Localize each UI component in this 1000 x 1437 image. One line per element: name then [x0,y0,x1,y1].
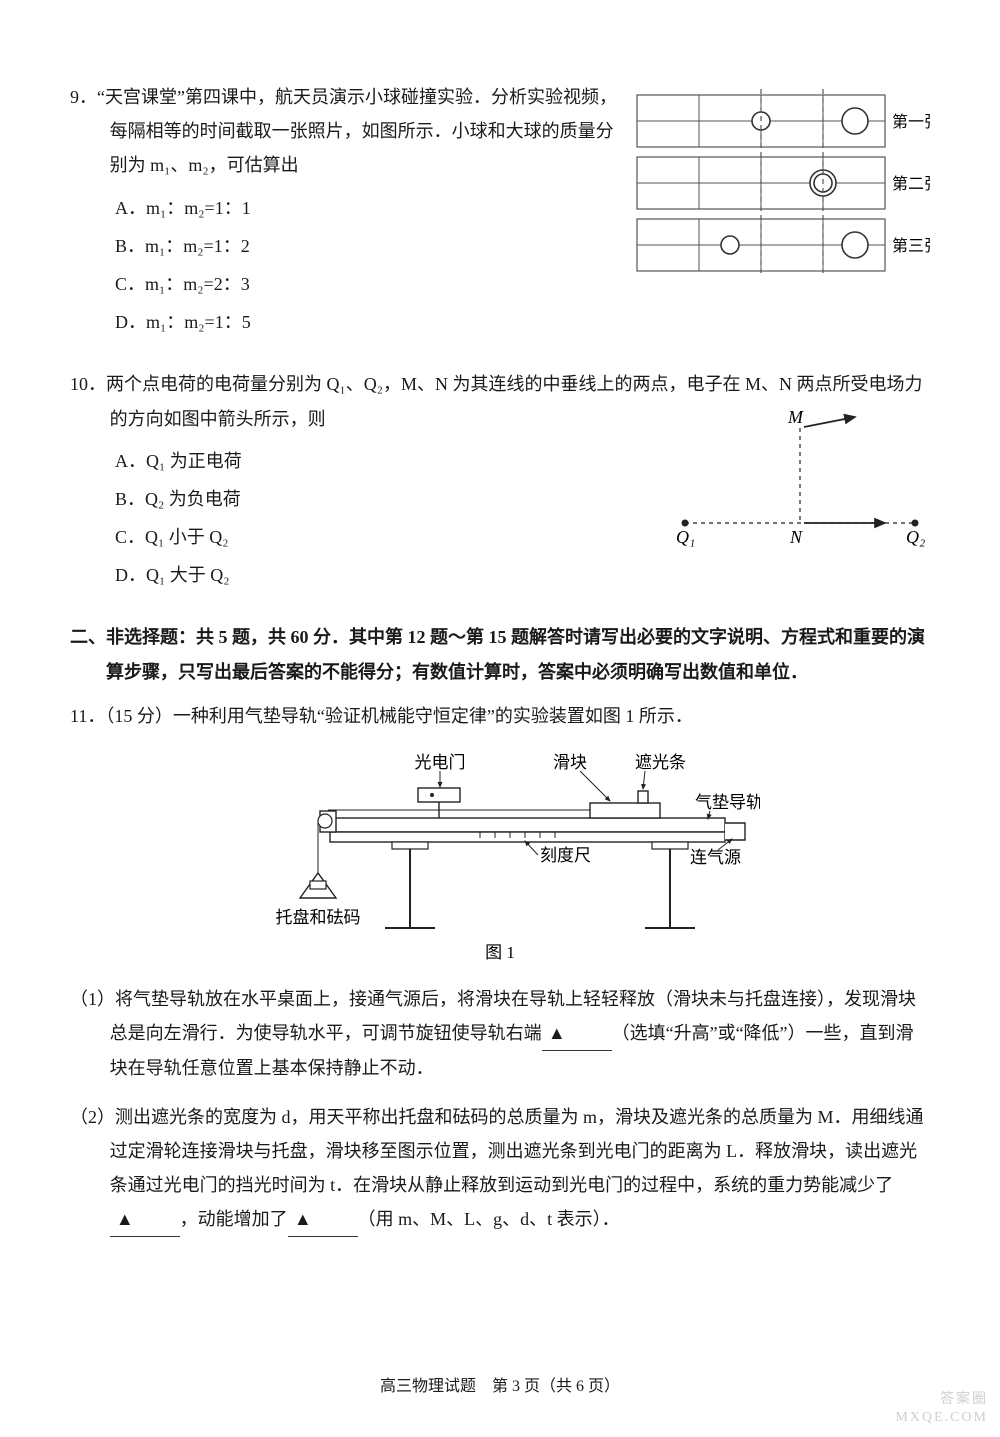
q9-figure: 第一张 第二张 第三张 [630,85,930,286]
q11-part2-blank1[interactable]: ▲ [110,1202,180,1237]
lbl-airtrack: 气垫导轨 [695,793,760,812]
lbl-photogate: 光电门 [415,753,466,772]
watermark-line1: 答案圈 [895,1391,988,1409]
q9-text: “天宫课堂”第四课中，航天员演示小球碰撞实验．分析实验视频，每隔相等的时间截取一… [97,87,617,175]
q10-number: 10． [70,374,106,394]
lbl-ruler: 刻度尺 [540,846,591,865]
q11-part2-label: （2） [70,1107,115,1127]
q10-figure: M N Q₁ Q₂ [670,403,930,559]
frame2-label: 第二张 [892,175,930,193]
q11-part2: （2）测出遮光条的宽度为 d，用天平称出托盘和砝码的总质量为 m，滑块及遮光条的… [70,1100,930,1238]
q10-option-a: A．Q₁ 为正电荷 [115,444,650,478]
lbl-tray: 托盘和砝码 [276,908,361,927]
watermark: 答案圈 MXQE.COM [895,1391,988,1427]
q11-figure-svg: 光电门 滑块 遮光条 气垫导轨 刻度尺 连气源 托盘和砝码 图 1 [240,743,760,968]
frame3-label: 第三张 [892,237,930,255]
q11-part1-label: （1） [70,989,115,1009]
label-N: N [789,527,803,547]
q9-diagram-svg: 第一张 第二张 第三张 [630,85,930,275]
watermark-line2: MXQE.COM [895,1409,988,1427]
q11-stem: 11．（15 分）一种利用气垫导轨“验证机械能守恒定律”的实验装置如图 1 所示… [70,699,930,733]
q10-diagram-svg: M N Q₁ Q₂ [670,403,930,548]
page-footer: 高三物理试题 第 3 页（共 6 页） [0,1372,1000,1402]
question-10: 10．两个点电荷的电荷量分别为 Q₁、Q₂，M、N 为其连线的中垂线上的两点，电… [70,367,930,592]
q11-part2-before: 测出遮光条的宽度为 d，用天平称出托盘和砝码的总质量为 m，滑块及遮光条的总质量… [110,1107,924,1195]
q11-number: 11． [70,706,105,726]
question-11: 11．（15 分）一种利用气垫导轨“验证机械能守恒定律”的实验装置如图 1 所示… [70,699,930,1238]
section2-heading: 二、非选择题：共 5 题，共 60 分．其中第 12 题～第 15 题解答时请写… [70,620,930,688]
question-9: 9．“天宫课堂”第四课中，航天员演示小球碰撞实验．分析实验视频，每隔相等的时间截… [70,80,930,339]
q11-part2-blank2[interactable]: ▲ [288,1202,358,1237]
q11-text: 一种利用气垫导轨“验证机械能守恒定律”的实验装置如图 1 所示． [173,706,693,726]
fig1-caption: 图 1 [485,943,515,962]
frame1-label: 第一张 [892,113,930,131]
q11-part1: （1）将气垫导轨放在水平桌面上，接通气源后，将滑块在导轨上轻轻释放（滑块未与托盘… [70,982,930,1086]
lbl-airsource: 连气源 [690,848,741,867]
q11-part2-after: （用 m、M、L、g、d、t 表示）． [358,1209,620,1229]
lbl-slider: 滑块 [553,753,587,772]
q9-option-d: D．m₁：m₂=1：5 [115,305,930,339]
q9-number: 9． [70,87,97,107]
lbl-shade: 遮光条 [635,753,686,772]
label-Q2: Q₂ [906,527,925,547]
label-M: M [787,407,804,427]
q11-points: （15 分） [105,706,173,726]
q10-option-b: B．Q₂ 为负电荷 [115,482,650,516]
q10-option-c: C．Q₁ 小于 Q₂ [115,520,650,554]
q11-part1-blank[interactable]: ▲ [542,1016,612,1051]
label-Q1: Q₁ [676,527,695,547]
q10-option-d: D．Q₁ 大于 Q₂ [115,558,650,592]
q11-part2-mid: ，动能增加了 [180,1209,288,1229]
